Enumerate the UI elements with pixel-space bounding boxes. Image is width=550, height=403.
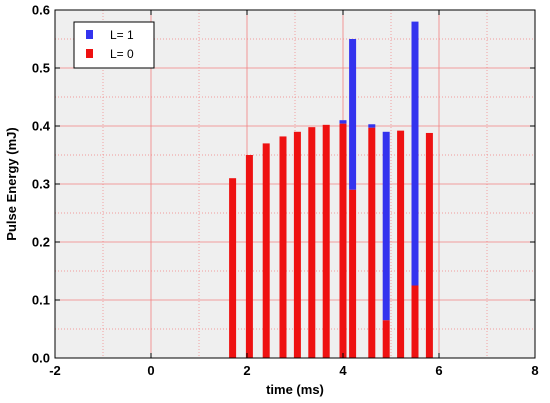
bar-l1 xyxy=(382,131,390,321)
bar-l0 xyxy=(322,124,330,358)
chart-bars xyxy=(229,21,433,359)
x-tick-label: -2 xyxy=(49,363,61,378)
x-tick-label: 6 xyxy=(435,363,442,378)
bar-l0 xyxy=(293,131,301,358)
bar-l0 xyxy=(411,285,419,358)
y-tick-label: 0.3 xyxy=(32,177,50,192)
y-tick-label: 0.5 xyxy=(32,61,50,76)
y-tick-label: 0.2 xyxy=(32,235,50,250)
legend-label-l0: L= 0 xyxy=(110,47,134,61)
y-axis-label: Pulse Energy (mJ) xyxy=(4,127,19,240)
legend-label-l1: L= 1 xyxy=(110,28,134,42)
x-tick-label: 8 xyxy=(531,363,538,378)
bar-l0 xyxy=(425,132,433,358)
x-tick-label: 0 xyxy=(147,363,154,378)
x-tick-label: 2 xyxy=(243,363,250,378)
y-tick-label: 0.0 xyxy=(32,351,50,366)
bar-l1 xyxy=(368,124,376,128)
legend-swatch-l0 xyxy=(86,49,93,58)
bar-l0 xyxy=(368,127,376,359)
x-axis-label: time (ms) xyxy=(266,382,324,397)
legend: L= 1 L= 0 xyxy=(73,21,155,69)
bar-l0 xyxy=(349,189,357,358)
legend-box xyxy=(73,21,155,69)
axis-ticks: -2 0 2 4 6 8 0.0 0.1 0.2 0.3 0.4 0.5 0.6 xyxy=(32,3,539,379)
x-tick-label: 4 xyxy=(339,363,347,378)
legend-swatch-l1 xyxy=(86,30,93,39)
bar-l1 xyxy=(349,39,357,190)
bar-l0 xyxy=(308,127,316,358)
y-tick-label: 0.1 xyxy=(32,293,50,308)
bar-l1 xyxy=(339,120,347,124)
bar-l0 xyxy=(339,123,347,359)
bar-l0 xyxy=(279,136,287,358)
y-tick-label: 0.6 xyxy=(32,3,50,18)
bar-l0 xyxy=(245,155,253,358)
bar-l0 xyxy=(397,130,405,358)
bar-l1 xyxy=(411,21,419,286)
bar-l0 xyxy=(382,320,390,358)
y-tick-label: 0.4 xyxy=(32,119,51,134)
bar-l0 xyxy=(229,178,237,358)
bar-l0 xyxy=(262,143,270,358)
